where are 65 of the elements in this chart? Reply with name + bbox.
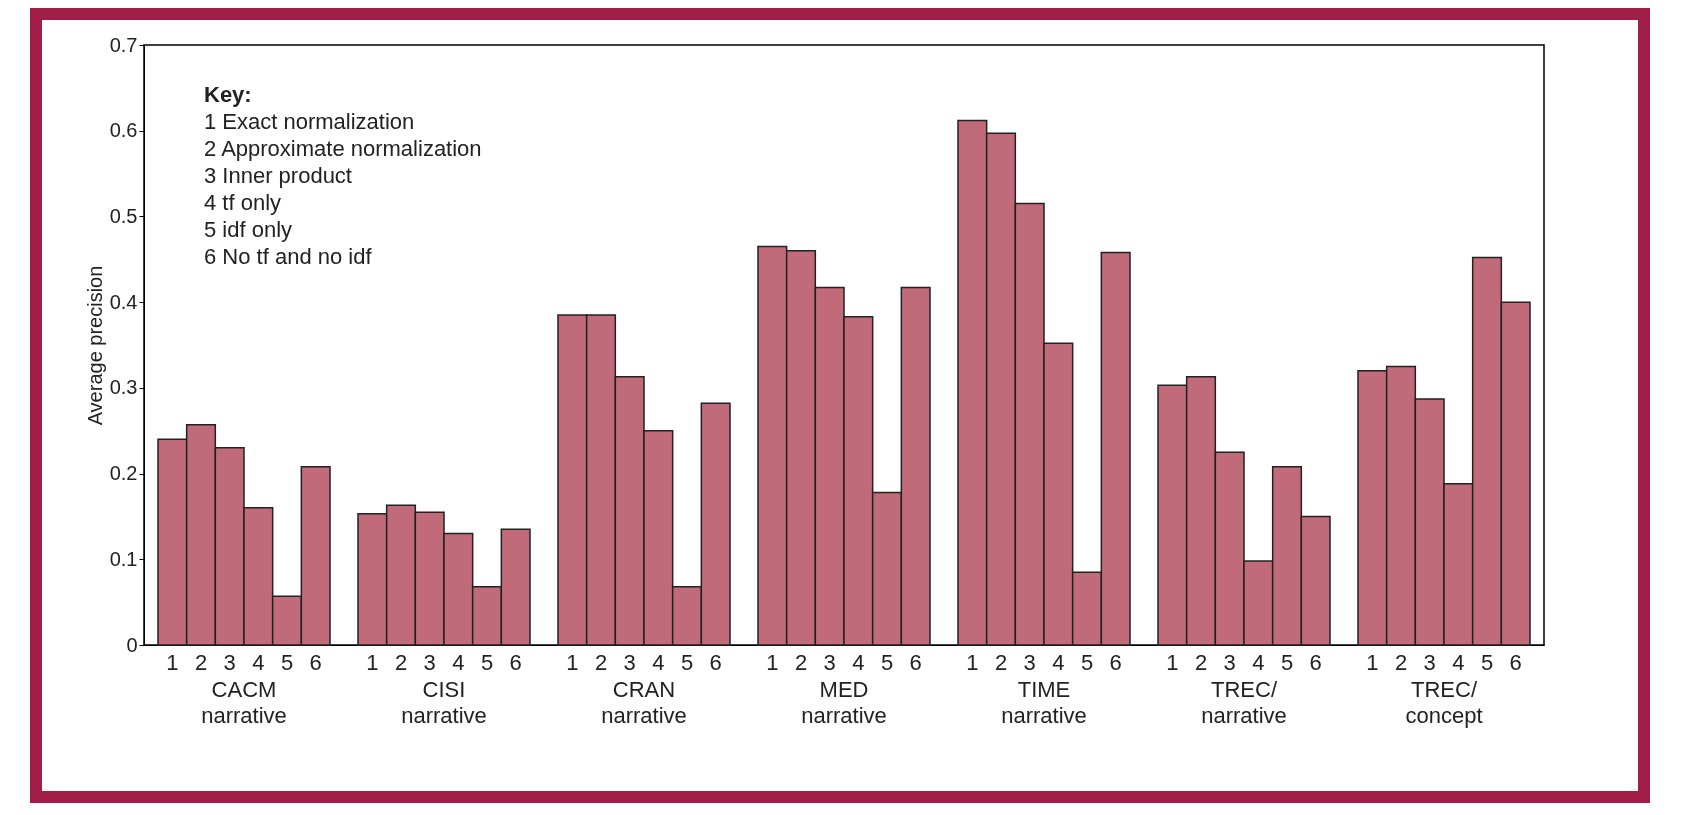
text: 3 [623, 650, 636, 675]
text: 5 [1280, 650, 1294, 675]
text: 6 [1509, 650, 1522, 675]
text: 5 [880, 650, 894, 675]
text: 2 [1394, 650, 1408, 675]
x-tick-label: MED narrative [801, 676, 887, 728]
series-label: 5 [280, 650, 294, 675]
text: 1 [1166, 650, 1179, 675]
annotation: 3 Inner product [204, 163, 352, 188]
text: 4 [1252, 650, 1265, 675]
x-tick-label: TREC/ narrative [1201, 676, 1287, 728]
annotation: 1 Exact normalization [204, 109, 415, 134]
annotation: 6 No tf and no idf [204, 244, 373, 269]
x-tick-label: TREC/ concept [1405, 676, 1483, 728]
series-label: 4 [252, 650, 265, 675]
text: 6 [1309, 650, 1322, 675]
text: 3 [423, 650, 436, 675]
annotation: 5 idf only [204, 217, 293, 242]
text: 1 [966, 650, 979, 675]
annotation: Key: [204, 82, 252, 107]
text: 2 [394, 650, 408, 675]
text: 1 [766, 650, 779, 675]
y-tick-label: 0.7 [109, 33, 138, 56]
text: 3 [823, 650, 836, 675]
text: 5 [680, 650, 694, 675]
text: 3 [1423, 650, 1436, 675]
text: 6 [509, 650, 522, 675]
annotation: 2 Approximate normalization [204, 136, 482, 161]
series-label: 2 [194, 650, 208, 675]
y-tick-label: 0 [126, 633, 138, 656]
y-tick-label: 0.6 [109, 119, 138, 142]
text: 4 [652, 650, 665, 675]
y-tick-label: 0.3 [109, 376, 138, 399]
text: 1 [566, 650, 579, 675]
series-label: 1 [166, 650, 179, 675]
text: 4 [852, 650, 865, 675]
text: 6 [909, 650, 922, 675]
text: 2 [794, 650, 808, 675]
series-label: 3 [223, 650, 236, 675]
text: 1 [1366, 650, 1379, 675]
y-tick-label: 0.5 [109, 204, 138, 227]
text: 3 [1023, 650, 1036, 675]
text: 3 [1223, 650, 1236, 675]
text: 5 [1080, 650, 1094, 675]
text: 6 [709, 650, 722, 675]
text: 4 [1452, 650, 1465, 675]
y-tick-label: 0.2 [109, 462, 138, 485]
x-tick-label: CACM narrative [201, 676, 287, 728]
text: 6 [1109, 650, 1122, 675]
x-tick-label: CRAN narrative [601, 676, 687, 728]
annotation: 4 tf only [204, 190, 282, 215]
text: 4 [452, 650, 465, 675]
text: 2 [994, 650, 1008, 675]
text: 4 [1052, 650, 1065, 675]
text: 2 [594, 650, 608, 675]
text: 5 [480, 650, 494, 675]
text: 5 [1480, 650, 1494, 675]
text: 1 [366, 650, 379, 675]
x-tick-label: TIME narrative [1001, 676, 1087, 728]
y-tick-label: 0.4 [109, 290, 138, 313]
x-tick-label: CISI narrative [401, 676, 487, 728]
text: 2 [1194, 650, 1208, 675]
series-label: 6 [309, 650, 322, 675]
y-axis-title: Average precision [83, 265, 106, 426]
y-tick-label: 0.1 [109, 547, 138, 570]
